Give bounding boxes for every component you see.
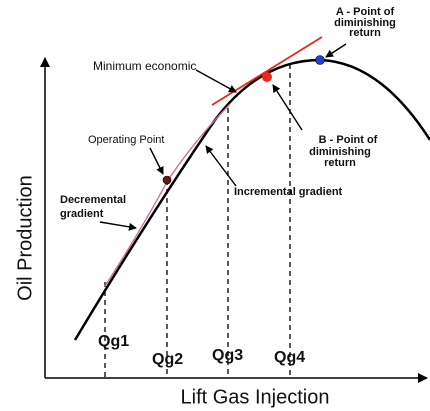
decremental-gradient-label: Decremental <box>60 194 126 206</box>
gas-rate-label: Qg2 <box>152 351 183 368</box>
gas-rate-label: Qg4 <box>274 349 305 366</box>
gas-rate-label: Qg3 <box>212 347 243 364</box>
arrow <box>99 221 137 231</box>
point-b-label: diminishing <box>309 146 371 158</box>
arrow <box>325 43 347 58</box>
point-a-label: diminishing <box>334 17 396 29</box>
point-b-label: return <box>324 157 356 169</box>
performance-curve <box>73 58 430 341</box>
tangent-line <box>211 36 323 106</box>
minimum-economic-label: Minimum economic <box>93 59 196 73</box>
dashed-lines <box>104 64 291 378</box>
point-b-label: B - Point of <box>319 134 378 146</box>
arrow <box>149 147 164 175</box>
arrow <box>272 84 303 131</box>
point-a <box>315 55 325 65</box>
arrows <box>99 43 347 231</box>
axes <box>40 57 428 383</box>
y-axis-label: Oil Production <box>14 175 36 301</box>
x-axis-label: Lift Gas Injection <box>181 386 330 408</box>
point-b <box>262 72 272 82</box>
incremental-gradient-label: Incremental gradient <box>234 186 343 198</box>
operating-point-label: Operating Point <box>88 134 164 146</box>
point-a-label: return <box>349 27 381 39</box>
gas-rate-label: Qg1 <box>98 333 129 350</box>
arrow <box>205 145 237 187</box>
operating-point <box>162 175 172 185</box>
arrow <box>195 69 237 93</box>
point-a-label: A - Point of <box>336 6 395 18</box>
decremental-gradient-label: gradient <box>60 208 104 220</box>
